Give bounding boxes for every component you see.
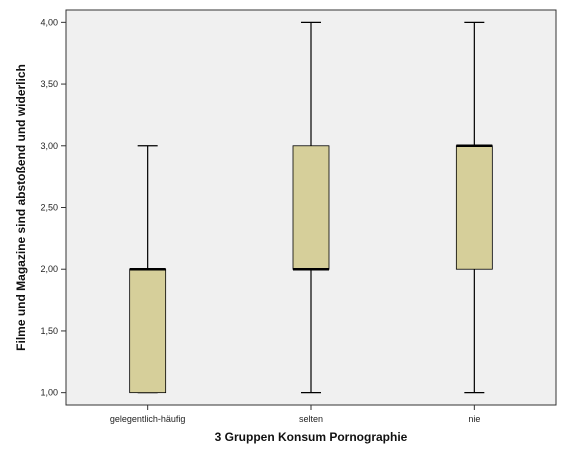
y-axis-title: Filme und Magazine sind abstoßend und wi… (14, 64, 28, 351)
y-tick-label: 1,00 (40, 388, 58, 398)
x-tick-label: gelegentlich-häufig (110, 414, 186, 424)
box-iqr (292, 145, 330, 270)
x-tick-label: nie (468, 414, 480, 424)
y-tick-label: 2,50 (40, 203, 58, 213)
x-axis-title: 3 Gruppen Konsum Pornographie (215, 430, 408, 444)
y-tick-label: 2,00 (40, 264, 58, 274)
x-tick-label: selten (299, 414, 323, 424)
box-iqr (129, 268, 167, 394)
chart-axes: 1,00 1,50 2,00 2,50 3,00 3,50 4,00 gelegentlich… (40, 17, 480, 424)
box-group (455, 21, 493, 394)
box-group (292, 21, 330, 394)
box-group (129, 145, 167, 394)
box-iqr (455, 145, 493, 270)
y-tick-label: 3,50 (40, 79, 58, 89)
y-tick-label: 1,50 (40, 326, 58, 336)
y-tick-label: 3,00 (40, 141, 58, 151)
chart-marks (129, 21, 493, 394)
y-tick-label: 4,00 (40, 17, 58, 27)
